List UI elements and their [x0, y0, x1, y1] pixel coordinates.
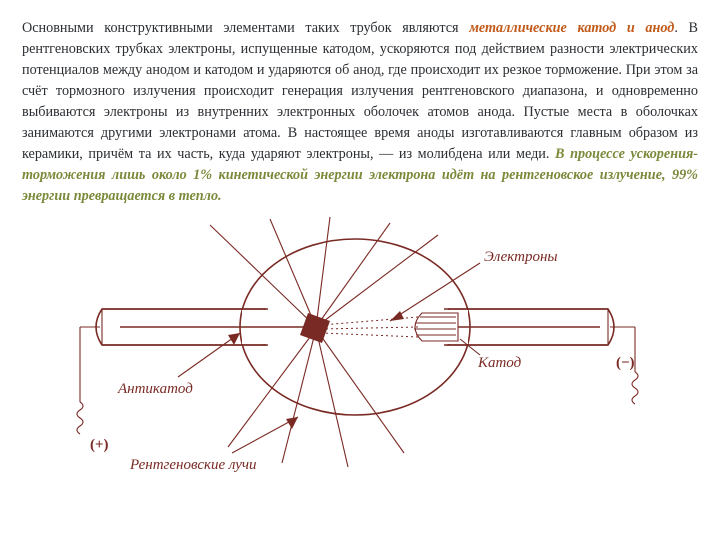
left-lead-wire [77, 327, 100, 434]
label-cathode: Катод [477, 355, 522, 371]
text-segment-1: Основными конструктивными элементами так… [22, 20, 469, 36]
xray-tube-diagram: Электроны Антикатод Катод Рентгеновские … [60, 217, 660, 477]
label-minus: (−) [616, 355, 635, 371]
cathode-leader [460, 339, 480, 355]
label-electrons: Электроны [484, 249, 558, 265]
xray-tube-figure: Электроны Антикатод Катод Рентгеновские … [22, 211, 698, 477]
electrons-label-arrow: Электроны [390, 249, 558, 321]
label-anticathode: Антикатод [117, 381, 193, 397]
anticathode-label-arrow: Антикатод [117, 333, 240, 397]
anode-target [300, 313, 330, 343]
text-segment-2: . В рентгеновских трубках электроны, исп… [22, 20, 698, 162]
emphasis-cathode-anode: металлические катод и анод [469, 20, 674, 36]
label-plus: (+) [90, 437, 109, 453]
label-xrays: Рентгеновские лучи [129, 457, 257, 473]
main-paragraph: Основными конструктивными элементами так… [22, 18, 698, 207]
xrays-label-arrow: Рентгеновские лучи [129, 417, 298, 473]
electron-beam [322, 317, 418, 337]
page: Основными конструктивными элементами так… [0, 0, 720, 487]
